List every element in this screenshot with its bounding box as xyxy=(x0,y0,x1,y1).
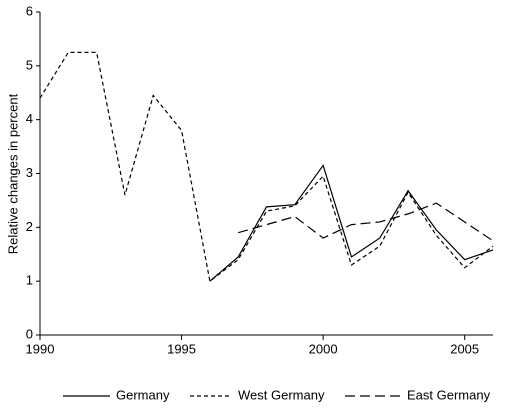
y-tick-label: 0 xyxy=(26,326,33,341)
x-tick-label: 1990 xyxy=(26,341,55,356)
legend-label: East Germany xyxy=(407,387,491,402)
y-tick-label: 6 xyxy=(26,3,33,18)
legend-label: Germany xyxy=(116,387,170,402)
x-tick-label: 2000 xyxy=(309,341,338,356)
x-tick-label: 2005 xyxy=(450,341,479,356)
y-axis-label: Relative changes in percent xyxy=(5,93,20,254)
y-tick-label: 2 xyxy=(26,219,33,234)
series-line xyxy=(39,51,494,283)
series-line xyxy=(238,202,494,242)
y-tick-label: 1 xyxy=(26,273,33,288)
y-tick-label: 4 xyxy=(26,111,33,126)
y-tick-label: 5 xyxy=(26,57,33,72)
y-tick-label: 3 xyxy=(26,165,33,180)
x-tick-label: 1995 xyxy=(167,341,196,356)
legend-label: West Germany xyxy=(238,387,325,402)
series-line xyxy=(209,164,494,282)
